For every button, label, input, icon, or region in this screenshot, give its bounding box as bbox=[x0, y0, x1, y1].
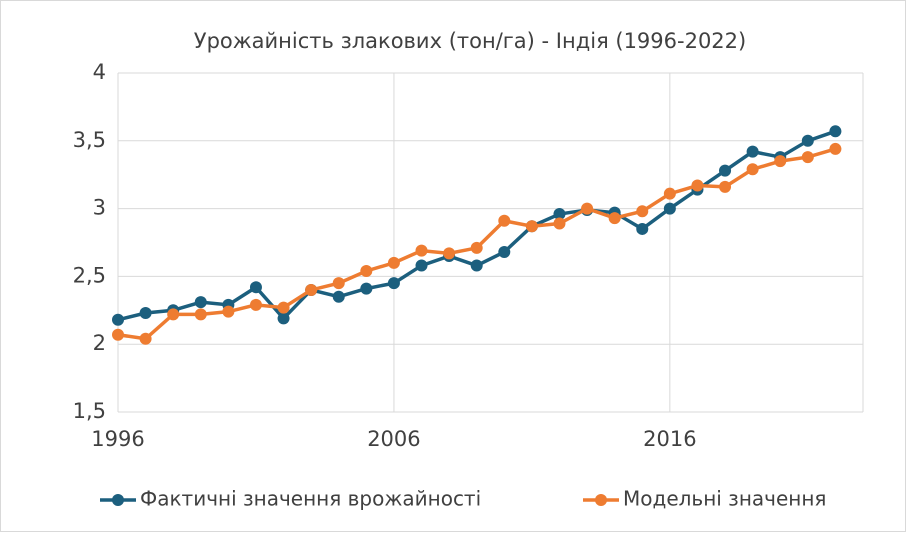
data-point bbox=[719, 164, 732, 177]
data-point bbox=[470, 241, 483, 254]
data-point bbox=[636, 222, 649, 235]
data-point bbox=[553, 208, 566, 221]
data-point bbox=[139, 307, 152, 320]
data-point bbox=[249, 298, 262, 311]
data-point bbox=[663, 187, 676, 200]
y-tick-label: 2 bbox=[93, 331, 106, 355]
y-tick-label: 3 bbox=[93, 196, 106, 220]
x-tick-label: 2016 bbox=[643, 427, 696, 451]
y-tick-label: 1,5 bbox=[73, 399, 106, 423]
data-point bbox=[305, 283, 318, 296]
data-point bbox=[719, 180, 732, 193]
legend-marker bbox=[595, 494, 607, 506]
y-tick-label: 3,5 bbox=[73, 128, 106, 152]
data-point bbox=[387, 256, 400, 269]
data-point bbox=[277, 312, 290, 325]
data-point bbox=[774, 155, 787, 168]
data-point bbox=[829, 125, 842, 138]
data-point bbox=[332, 290, 345, 303]
data-point bbox=[470, 259, 483, 272]
data-point bbox=[332, 277, 345, 290]
data-point bbox=[360, 264, 373, 277]
data-point bbox=[525, 220, 538, 233]
data-point bbox=[415, 244, 428, 257]
x-tick-label: 1996 bbox=[91, 427, 144, 451]
data-point bbox=[581, 202, 594, 215]
y-tick-label: 2,5 bbox=[73, 263, 106, 287]
data-point bbox=[801, 134, 814, 147]
data-point bbox=[249, 281, 262, 294]
data-point bbox=[829, 142, 842, 155]
data-point bbox=[194, 308, 207, 321]
data-point bbox=[360, 282, 373, 295]
data-point bbox=[277, 301, 290, 314]
data-point bbox=[387, 277, 400, 290]
data-point bbox=[691, 179, 704, 192]
x-tick-label: 2006 bbox=[367, 427, 420, 451]
data-point bbox=[553, 217, 566, 230]
data-point bbox=[443, 247, 456, 260]
data-point bbox=[222, 305, 235, 318]
legend-label: Модельні значення bbox=[623, 487, 826, 511]
data-point bbox=[167, 308, 180, 321]
data-point bbox=[608, 212, 621, 225]
data-point bbox=[801, 151, 814, 164]
data-point bbox=[663, 202, 676, 215]
chart-title: Урожайність злакових (тон/га) - Індія (1… bbox=[194, 29, 746, 53]
data-point bbox=[498, 245, 511, 258]
data-point bbox=[636, 205, 649, 218]
data-point bbox=[112, 328, 124, 341]
data-point bbox=[415, 259, 428, 272]
data-point bbox=[498, 214, 511, 227]
data-point bbox=[194, 296, 207, 309]
data-point bbox=[746, 163, 759, 176]
legend-label: Фактичні значення врожайності bbox=[140, 487, 481, 511]
data-point bbox=[746, 145, 759, 158]
legend-marker bbox=[112, 494, 124, 506]
data-point bbox=[139, 332, 152, 345]
y-tick-label: 4 bbox=[93, 60, 106, 84]
data-point bbox=[112, 313, 124, 326]
